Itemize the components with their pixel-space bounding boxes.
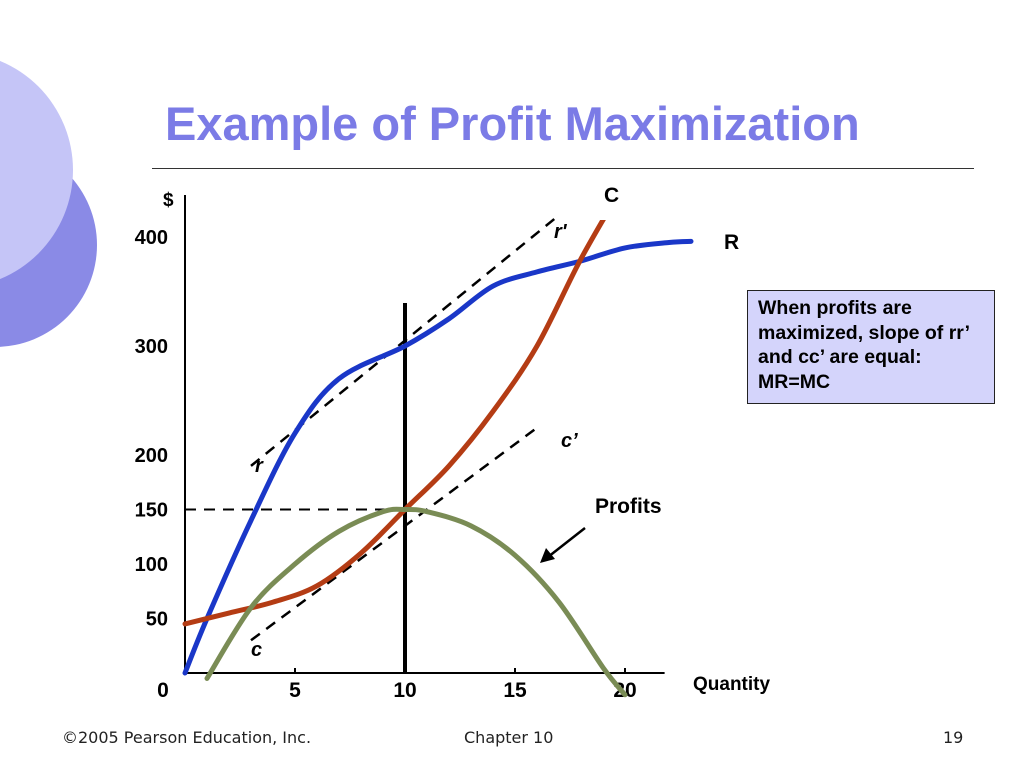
tangent-label-r: r: [255, 455, 264, 477]
y-tick-label: 400: [135, 227, 168, 249]
series-end-label-r: R: [724, 231, 739, 254]
y-tick-label: 100: [135, 554, 168, 576]
tangent-end-label-r: r': [554, 221, 568, 243]
series-line-c: [182, 220, 606, 627]
y-tick-label: 300: [135, 336, 168, 358]
series-line-r: [182, 238, 694, 676]
x-tick-label: 5: [289, 679, 301, 702]
footer-page-number: 19: [943, 728, 964, 747]
y-tick-label: 200: [135, 445, 168, 467]
y-axis-label: $: [163, 190, 174, 211]
footer-copyright: ©2005 Pearson Education, Inc.: [62, 728, 312, 747]
x-tick-label: 0: [157, 679, 169, 702]
profits-annotation-label: Profits: [595, 495, 662, 518]
title-underline: [152, 168, 974, 169]
tangent-end-label-c: c’: [561, 430, 578, 452]
footer-chapter: Chapter 10: [464, 728, 554, 747]
decor-circle-light: [0, 60, 73, 280]
tangent-line-c: [250, 426, 538, 642]
profits-arrow-head: [540, 548, 555, 563]
note-box: When profits are maximized, slope of rr’…: [747, 290, 995, 404]
tangent-label-c: c: [251, 639, 262, 661]
x-axis-label: Quantity: [693, 674, 770, 695]
decorative-circles: [0, 60, 97, 347]
series-end-label-c: C: [604, 184, 619, 207]
slide-title: Example of Profit Maximization: [165, 97, 860, 150]
x-tick-label: 15: [503, 679, 527, 702]
x-tick-label: 10: [393, 679, 416, 702]
y-tick-label: 150: [135, 500, 168, 522]
profits-arrow-shaft: [547, 527, 586, 558]
y-tick-label: 50: [146, 609, 168, 631]
series-line-profits: [204, 506, 628, 698]
